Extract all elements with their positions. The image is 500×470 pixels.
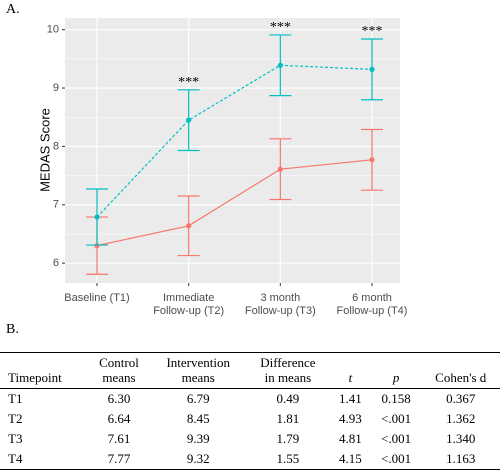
table-cell: 1.340 <box>446 431 476 446</box>
table-cell: 7.61 <box>107 431 131 446</box>
table-cell: 6.79 <box>186 391 210 406</box>
table-row: T2 6.64 8.45 1.81 4.93 <.001 1.362 <box>0 409 500 429</box>
table-cell: 1.163 <box>446 451 476 466</box>
panel-label: B. <box>6 322 19 337</box>
x-tick-label: Immediate Follow-up (T2) <box>153 292 225 317</box>
table-cell: 4.81 <box>339 431 362 446</box>
panel-label: A. <box>6 2 20 17</box>
y-tick-label: 9 <box>53 82 59 94</box>
table-cell: <.001 <box>381 411 412 426</box>
table-cell: 6.64 <box>107 411 131 426</box>
table-cell: T1 <box>8 391 23 406</box>
point <box>94 214 100 220</box>
table-cell: 9.32 <box>186 451 210 466</box>
table-cell: 0.158 <box>381 391 411 406</box>
table-cell: 7.77 <box>107 451 131 466</box>
table-cell: 1.362 <box>446 411 476 426</box>
table-cell: 4.15 <box>339 451 362 466</box>
y-tick-label: 7 <box>53 199 59 211</box>
results-table: Timepoint Control means Intervention means… <box>0 352 500 470</box>
point <box>369 157 375 163</box>
table-cell: <.001 <box>381 431 412 446</box>
y-tick-label: 10 <box>47 24 59 36</box>
table-cell: 1.41 <box>339 391 362 406</box>
column-header: t <box>329 352 371 389</box>
header-row: Timepoint Control means Intervention means… <box>0 352 500 389</box>
x-tick-label: 6 month Follow-up (T4) <box>336 292 408 317</box>
series-line <box>96 64 373 218</box>
significance-label: *** <box>270 20 291 35</box>
series-line <box>96 159 373 247</box>
y-tick-label: 8 <box>53 140 59 152</box>
significance-label: *** <box>362 24 383 39</box>
table-cell: 6.30 <box>107 391 131 406</box>
table-cell: <.001 <box>381 451 412 466</box>
table-cell: T4 <box>8 451 23 466</box>
table-cell: 1.55 <box>276 451 300 466</box>
point <box>186 223 192 229</box>
table-cell: 1.81 <box>276 411 300 426</box>
table-row: T4 7.77 9.32 1.55 4.15 <.001 1.163 <box>0 449 500 470</box>
point <box>186 117 192 123</box>
table-cell: 1.79 <box>276 431 300 446</box>
table-row: T3 7.61 9.39 1.79 4.81 <.001 1.340 <box>0 429 500 449</box>
column-header: Intervention means <box>150 352 246 389</box>
plot-panel <box>65 18 400 283</box>
y-axis-label: MEDAS Score <box>37 108 52 192</box>
column-header: Control means <box>87 352 151 389</box>
significance-label: *** <box>178 75 199 90</box>
column-header: p <box>370 352 422 389</box>
x-tick-label: 3 month Follow-up (T3) <box>244 292 316 317</box>
table-row: T1 6.30 6.79 0.49 1.41 0.158 0.367 <box>0 389 500 410</box>
table-cell: T3 <box>8 431 23 446</box>
table-cell: 9.39 <box>186 431 210 446</box>
point <box>277 62 283 68</box>
table-cell: 8.45 <box>186 411 210 426</box>
table-cell: T2 <box>8 411 23 426</box>
table-cell: 0.367 <box>446 391 476 406</box>
column-header: Timepoint <box>0 352 88 389</box>
point <box>369 66 375 72</box>
table-cell: 4.93 <box>339 411 362 426</box>
column-header: Difference in means <box>245 352 330 389</box>
table-cell: 0.49 <box>276 391 300 406</box>
y-tick-label: 6 <box>53 257 59 269</box>
chart: MEDAS Score 6 7 8 9 10 *** *** *** <box>37 18 400 286</box>
x-tick-label: Baseline (T1) <box>64 292 130 304</box>
point <box>277 166 283 172</box>
column-header: Cohen's d <box>421 352 500 389</box>
